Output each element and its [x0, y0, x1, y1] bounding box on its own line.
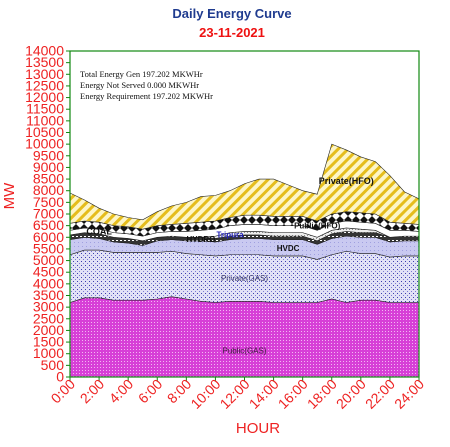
area-public-gas	[69, 296, 420, 378]
y-tick-label: 4000	[33, 275, 64, 291]
series-label-hvdc: HVDC	[277, 244, 300, 253]
x-tick-label: 22:00	[362, 376, 398, 412]
y-tick-label: 10500	[25, 124, 64, 140]
y-tick-label: 11500	[26, 101, 64, 117]
y-axis-label: MW	[1, 182, 18, 209]
x-tick-label: 14:00	[246, 376, 282, 412]
x-tick-label: 16:00	[275, 376, 311, 412]
y-tick-label: 5500	[33, 240, 64, 256]
y-tick-label: 1000	[33, 345, 64, 361]
y-tick-label: 1500	[33, 334, 64, 350]
y-tick-label: 4500	[33, 264, 64, 280]
y-tick-label: 7500	[33, 194, 64, 210]
y-tick-label: 14000	[25, 43, 64, 59]
series-label-coal: COAL	[86, 227, 112, 237]
series-label-public-gas: Public(GAS)	[222, 347, 266, 356]
y-tick-label: 500	[41, 357, 65, 373]
series-label-private-hfo: Private(HFO)	[319, 176, 374, 186]
y-tick-label: 7000	[33, 206, 64, 222]
y-tick-label: 13500	[25, 54, 64, 70]
x-tick-label: 4:00	[106, 376, 137, 407]
x-tick-label: 2:00	[77, 376, 108, 407]
x-tick-label: 10:00	[187, 376, 223, 412]
y-tick-label: 5000	[33, 252, 64, 268]
y-tick-label: 13000	[25, 66, 64, 82]
annotation-line: Total Energy Gen 197.202 MKWHr	[80, 69, 203, 79]
y-tick-label: 9500	[33, 147, 64, 163]
y-tick-label: 0	[56, 369, 64, 385]
y-tick-label: 6000	[33, 229, 64, 245]
x-tick-label: 20:00	[333, 376, 369, 412]
chart-subtitle: 23-11-2021	[199, 25, 265, 40]
y-tick-label: 10000	[25, 136, 64, 152]
y-tick-label: 2000	[33, 322, 64, 338]
series-label-public-hfo: Public(HFO)	[294, 222, 341, 231]
y-tick-label: 6500	[33, 217, 64, 233]
y-tick-label: 11000	[26, 112, 64, 128]
annotation-background	[77, 68, 237, 104]
x-axis-label: HOUR	[236, 420, 280, 437]
y-tick-label: 12000	[25, 89, 64, 105]
y-tick-label: 12500	[25, 77, 64, 93]
x-tick-label: 6:00	[135, 376, 166, 407]
series-label-hydro: HYDRO	[186, 235, 215, 244]
annotation-line: Energy Not Served 0.000 MKWHr	[80, 80, 199, 90]
y-tick-label: 3500	[33, 287, 64, 303]
y-tick-label: 9000	[33, 159, 64, 175]
x-tick-label: 0:00	[48, 376, 79, 407]
annotation-line: Energy Requirement 197.202 MKWHr	[80, 91, 213, 101]
series-label-private-gas: Private(GAS)	[221, 274, 268, 283]
x-tick-label: 24:00	[391, 376, 427, 412]
x-tick-label: 18:00	[304, 376, 340, 412]
x-tick-label: 12:00	[217, 376, 253, 412]
areas-layer	[69, 51, 420, 378]
y-tick-label: 8500	[33, 171, 64, 187]
y-tick-label: 3000	[33, 299, 64, 315]
chart-title: Daily Energy Curve	[172, 6, 291, 21]
y-tick-label: 8000	[33, 182, 64, 198]
y-tick-label: 2500	[33, 310, 64, 326]
series-label-tripura: Tripura	[216, 230, 244, 239]
